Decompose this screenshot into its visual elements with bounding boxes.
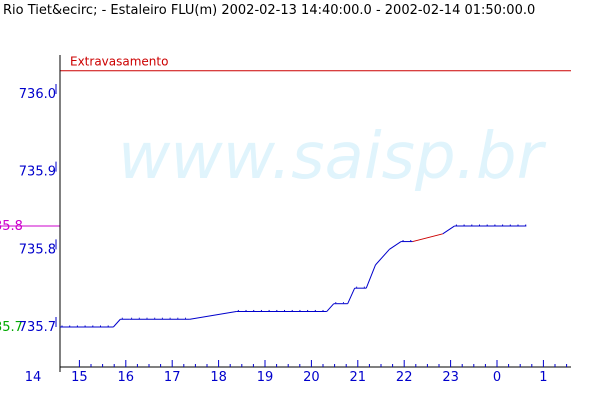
series-point [502, 224, 504, 226]
series-point [342, 302, 344, 304]
series-point [322, 309, 324, 311]
series-point [463, 224, 465, 226]
series-point [69, 325, 71, 327]
series-point [525, 224, 527, 226]
series-point [138, 317, 140, 319]
series-point [177, 317, 179, 319]
x-tick-label: 17 [164, 370, 181, 385]
axes: 736.0 735.9 735.8 735.7 14 15 16 17 18 19 20 21 22 23… [19, 55, 571, 385]
series-point [161, 317, 163, 319]
y-tick-label: 735.7 [19, 320, 56, 335]
series-point [276, 309, 278, 311]
x-tick-label: 19 [257, 370, 274, 385]
reference-lines: Extravasamento 35.8 35.7 [0, 55, 571, 335]
watermark: www.saisp.br [118, 120, 547, 194]
series-segment [375, 248, 390, 266]
series-line [60, 225, 527, 328]
series-points [61, 224, 527, 327]
series-point [335, 302, 337, 304]
chart-title: Rio Tiet&ecirc; - Estaleiro FLU(m) 2002-… [3, 3, 536, 18]
series-segment [365, 264, 376, 289]
series-point [154, 317, 156, 319]
series-segment [347, 287, 356, 304]
x-tick-label: 15 [71, 370, 88, 385]
series-segment [389, 241, 402, 250]
x-tick-label: 0 [493, 370, 501, 385]
series-point [253, 309, 255, 311]
x-tick-label: 20 [303, 370, 320, 385]
series-point [363, 286, 365, 288]
series-point [245, 309, 247, 311]
series-point [92, 325, 94, 327]
series-point [455, 224, 457, 226]
series-point [260, 309, 262, 311]
series-point [299, 309, 301, 311]
ref-label-0: 35.8 [0, 219, 23, 234]
series-segment [112, 318, 121, 328]
series-point [146, 317, 148, 319]
series-point [479, 224, 480, 226]
x-tick-label: 1 [539, 370, 547, 385]
y-tick-label: 735.8 [19, 242, 56, 257]
series-point [291, 309, 293, 311]
series-point [121, 317, 123, 319]
series-point [237, 309, 239, 311]
series-point [517, 224, 519, 226]
series-point [76, 325, 78, 327]
series-point [107, 325, 109, 327]
series-point [356, 286, 358, 288]
series-point [100, 325, 101, 327]
series-point [284, 309, 286, 311]
series-point [486, 224, 488, 226]
series-point [131, 317, 133, 319]
x-tick-label: 22 [396, 370, 413, 385]
series-point [314, 309, 316, 311]
series-point [402, 240, 404, 242]
series-point [471, 224, 473, 226]
series-segment [326, 303, 335, 312]
series-segment [189, 310, 237, 320]
series-point [410, 240, 412, 242]
series-point [185, 317, 186, 319]
x-tick-label: 18 [210, 370, 227, 385]
x-tick-label: 16 [118, 370, 135, 385]
x-tick-label: 23 [442, 370, 459, 385]
series-segment [442, 225, 455, 235]
series-point [509, 224, 511, 226]
series-point [169, 317, 171, 319]
threshold-label: Extravasamento [70, 55, 168, 69]
ref-label-1: 35.7 [0, 320, 23, 335]
series-point [307, 309, 309, 311]
y-tick-label: 736.0 [19, 87, 56, 102]
series-segment [412, 233, 443, 243]
series-point [494, 224, 496, 226]
x-tick-label: 21 [350, 370, 367, 385]
series-point [61, 325, 63, 327]
series-point [268, 309, 270, 311]
x-tick-label: 14 [25, 370, 42, 385]
series-point [84, 325, 86, 327]
y-tick-label: 735.9 [19, 165, 56, 180]
